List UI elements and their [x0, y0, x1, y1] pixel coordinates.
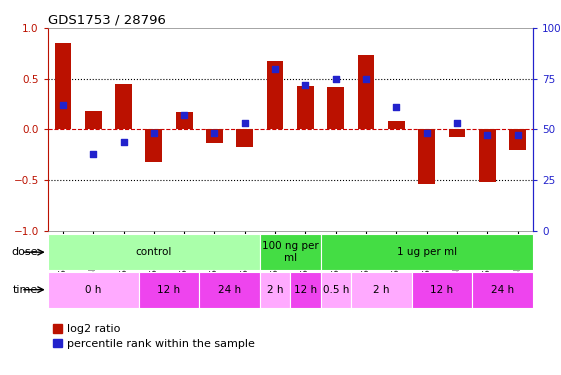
Bar	[260, 234, 321, 270]
Text: 100 ng per
ml: 100 ng per ml	[262, 242, 319, 263]
Bar	[115, 84, 132, 129]
Point	[422, 130, 431, 136]
Bar	[509, 129, 526, 150]
Point	[240, 120, 249, 126]
Bar	[237, 129, 253, 147]
Bar	[358, 56, 375, 129]
Bar	[388, 121, 405, 129]
Text: control: control	[136, 247, 172, 257]
Legend: log2 ratio, percentile rank within the sample: log2 ratio, percentile rank within the s…	[53, 324, 255, 349]
Bar	[48, 234, 260, 270]
Text: 24 h: 24 h	[218, 285, 241, 295]
Point	[58, 102, 67, 108]
Text: 12 h: 12 h	[294, 285, 317, 295]
Text: 0 h: 0 h	[85, 285, 102, 295]
Bar	[139, 272, 199, 308]
Text: dose: dose	[11, 247, 38, 257]
Point	[119, 138, 128, 144]
Point	[392, 104, 401, 110]
Bar	[412, 272, 472, 308]
Point	[301, 82, 310, 88]
Text: 12 h: 12 h	[158, 285, 181, 295]
Text: 2 h: 2 h	[373, 285, 389, 295]
Point	[270, 66, 279, 72]
Point	[210, 130, 219, 136]
Bar	[479, 129, 496, 182]
Text: 1 ug per ml: 1 ug per ml	[397, 247, 457, 257]
Bar	[260, 272, 291, 308]
Bar	[267, 60, 283, 129]
Bar	[321, 234, 533, 270]
Bar	[449, 129, 466, 138]
Text: 24 h: 24 h	[491, 285, 514, 295]
Point	[453, 120, 462, 126]
Text: time: time	[13, 285, 38, 295]
Bar	[291, 272, 321, 308]
Bar	[206, 129, 223, 142]
Bar	[85, 111, 102, 129]
Text: 12 h: 12 h	[430, 285, 453, 295]
Text: 0.5 h: 0.5 h	[323, 285, 349, 295]
Bar	[54, 44, 71, 129]
Point	[332, 76, 341, 82]
Point	[513, 132, 522, 138]
Text: 2 h: 2 h	[267, 285, 283, 295]
Bar	[176, 112, 192, 129]
Bar	[145, 129, 162, 162]
Point	[89, 151, 98, 157]
Point	[483, 132, 492, 138]
Text: GDS1753 / 28796: GDS1753 / 28796	[48, 14, 165, 27]
Bar	[472, 272, 533, 308]
Bar	[419, 129, 435, 184]
Point	[362, 76, 371, 82]
Bar	[328, 87, 344, 129]
Bar	[321, 272, 351, 308]
Bar	[351, 272, 412, 308]
Point	[180, 112, 188, 118]
Bar	[199, 272, 260, 308]
Point	[149, 130, 158, 136]
Bar	[297, 86, 314, 129]
Bar	[48, 272, 139, 308]
